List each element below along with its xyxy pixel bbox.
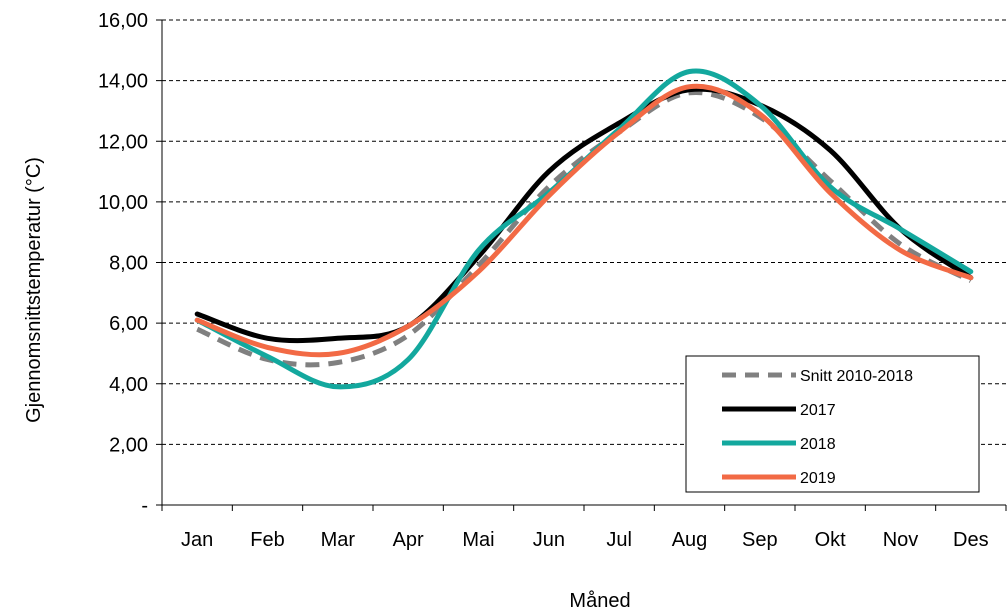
y-tick-label: 8,00 [109,253,148,275]
axes [156,19,1007,511]
y-tick-label: 2,00 [109,434,148,456]
y-tick-labels: - 2,00 4,00 6,00 8,00 10,00 12,00 14,00 16,00 [98,10,148,517]
legend-label: 2019 [800,470,836,487]
y-tick-label: - [141,495,148,517]
legend-label: Snitt 2010-2018 [800,368,913,385]
x-axis-title: Måned [569,590,630,612]
y-tick-label: 10,00 [98,192,148,214]
legend-box [685,355,980,493]
x-tick-label: Des [953,529,989,551]
x-tick-label: Jul [606,529,632,551]
x-tick-label: Sep [742,529,778,551]
series-lines [194,68,974,390]
x-tick-label: Jan [181,529,213,551]
x-tick-label: Jun [533,529,565,551]
y-axis-title: Gjennomsnittstemperatur (°C) [23,157,45,423]
x-tick-label: Aug [672,529,708,551]
x-tick-labels: Jan Feb Mar Apr Mai Jun Jul Aug Sep Okt Nov Des [181,529,989,551]
x-tick-label: Mai [462,529,494,551]
series-line-snitt-2010-2018 [196,89,972,368]
y-tick-label: 6,00 [109,313,148,335]
legend-label: 2018 [800,436,836,453]
x-tick-label: Mar [321,529,356,551]
y-tick-label: 14,00 [98,71,148,93]
y-tick-label: 12,00 [98,131,148,153]
legend-label: 2017 [800,402,836,419]
y-tick-label: 4,00 [109,374,148,396]
series-line-2017 [194,86,974,344]
x-tick-label: Apr [393,529,424,551]
legend: Snitt 2010-2018 2017 2018 2019 [685,355,980,493]
x-tick-label: Nov [883,529,919,551]
x-tick-label: Feb [250,529,284,551]
x-tick-label: Okt [815,529,847,551]
series-line-2019 [194,83,974,358]
y-tick-label: 16,00 [98,10,148,32]
